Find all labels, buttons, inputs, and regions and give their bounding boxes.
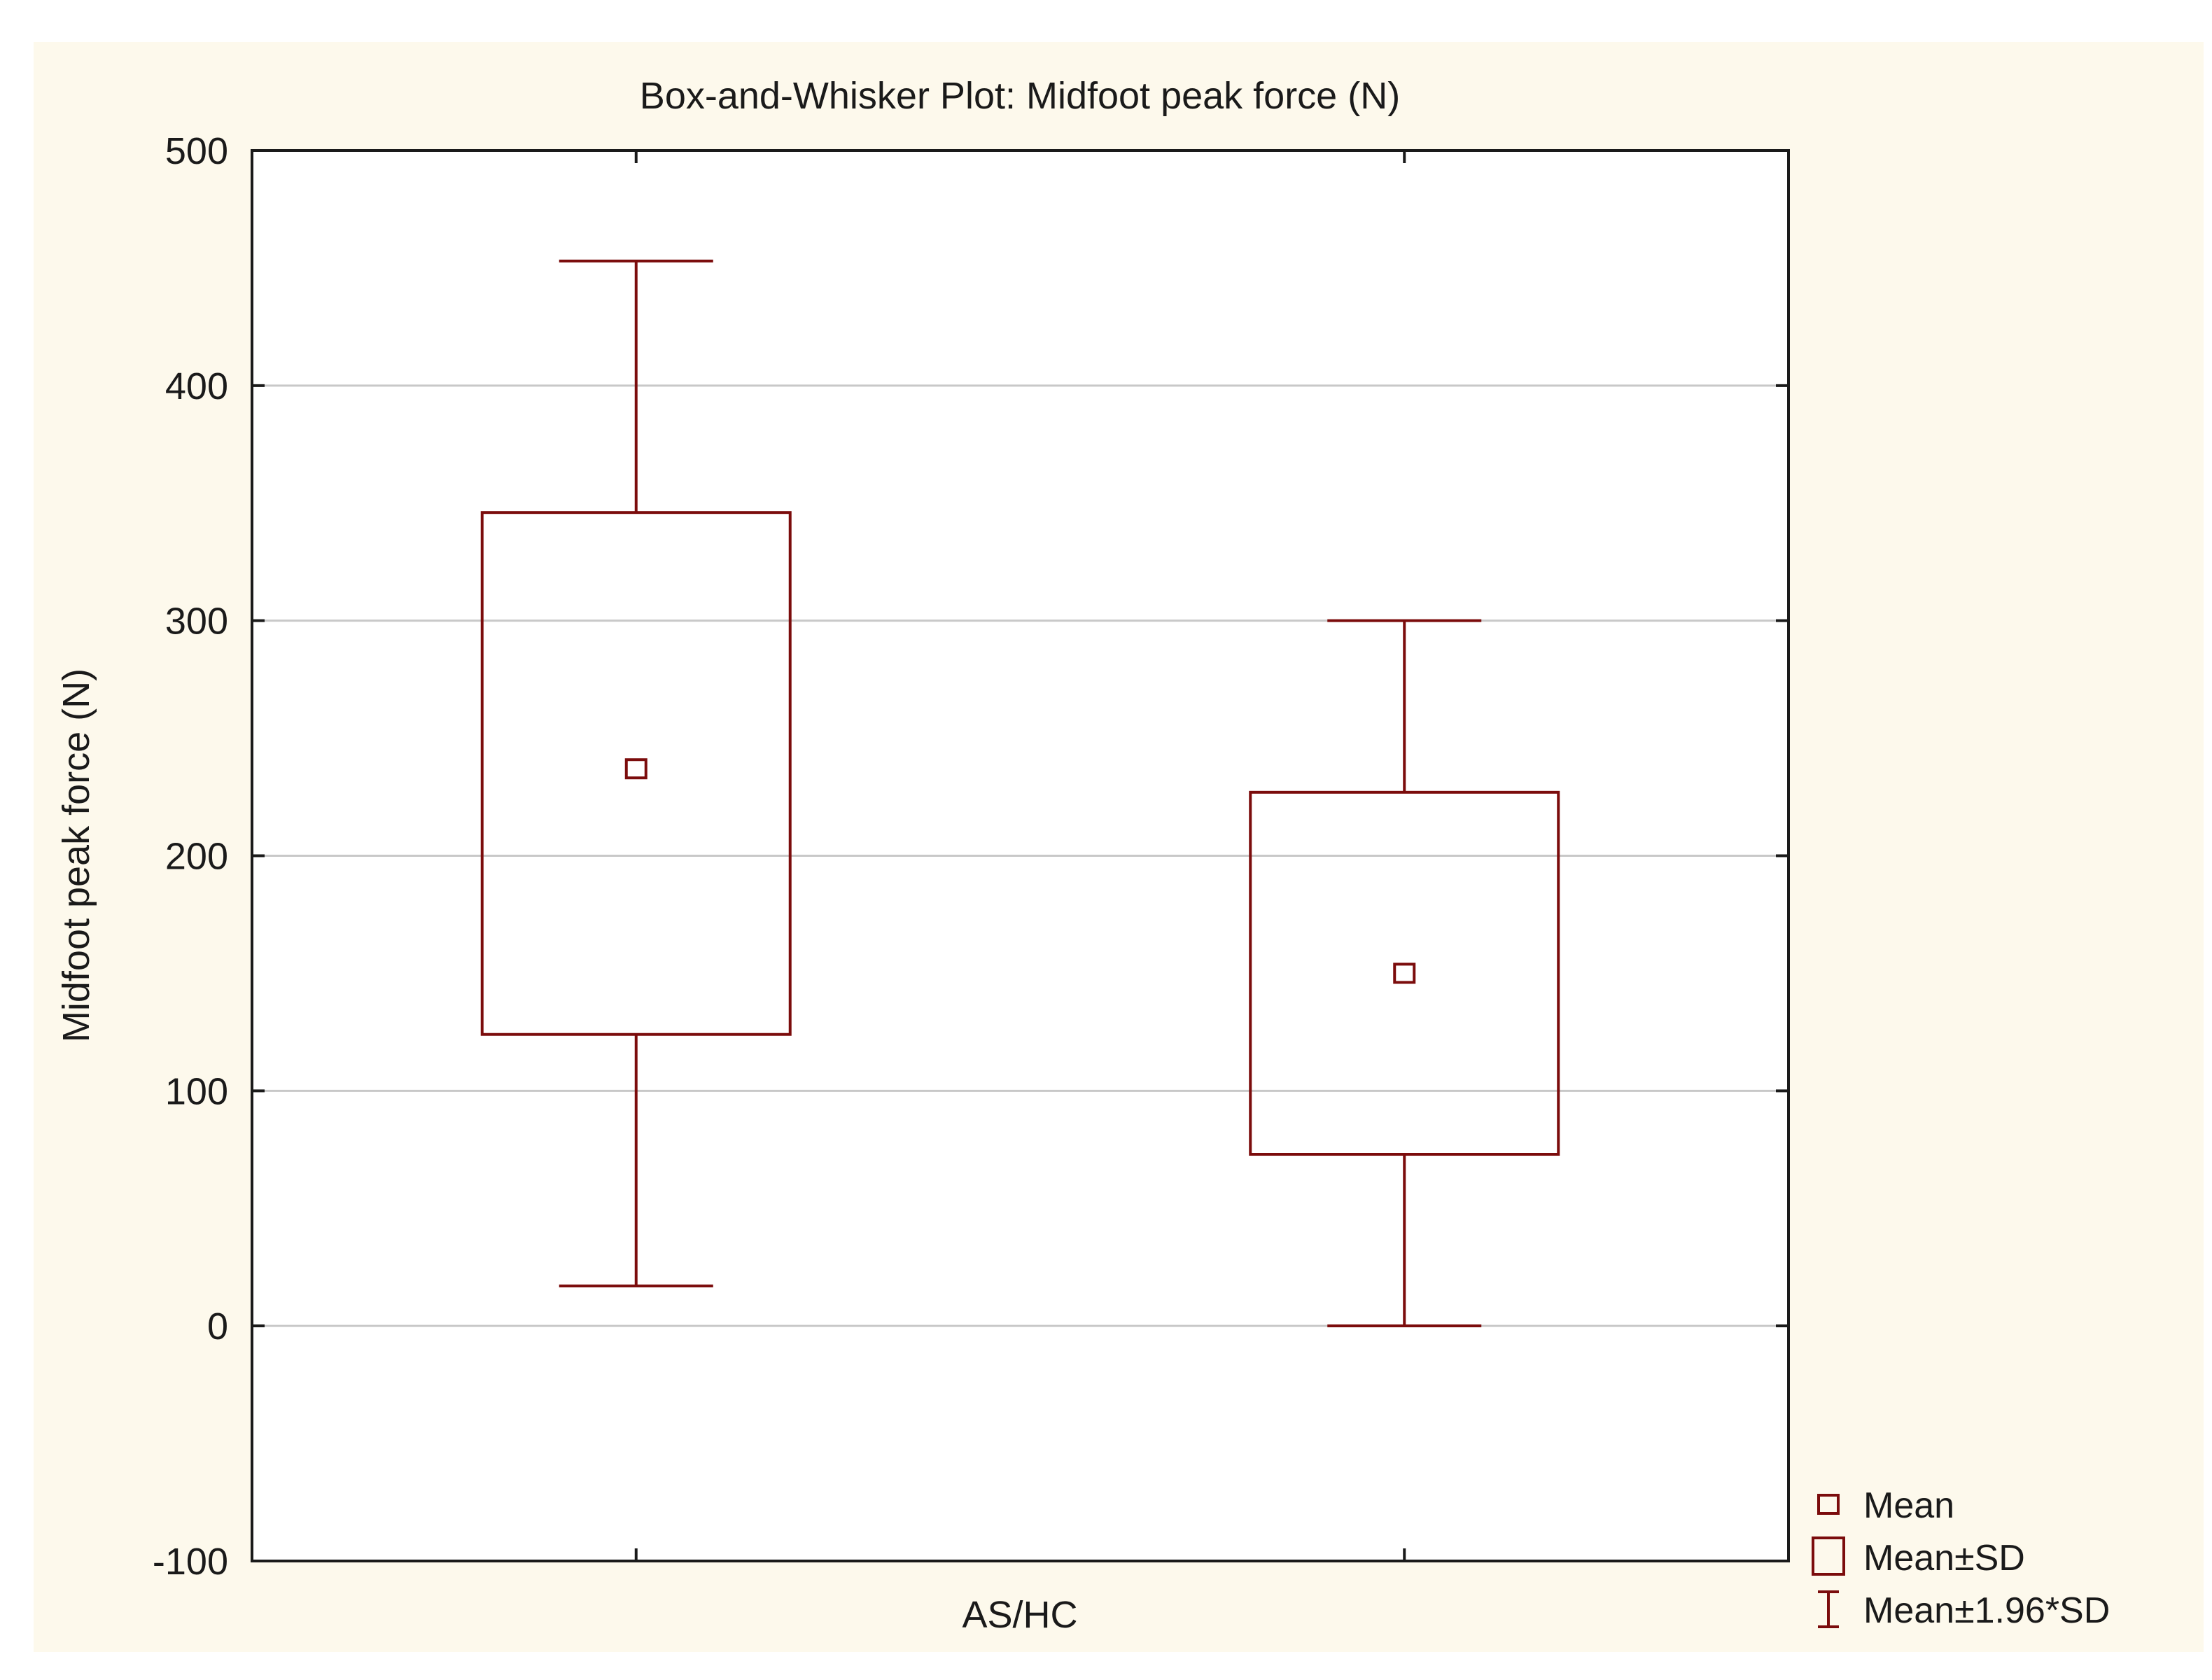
legend-label: Mean — [1863, 1485, 1954, 1526]
box-series — [480, 259, 1560, 1328]
chart-title: Box-and-Whisker Plot: Midfoot peak force… — [640, 75, 1400, 117]
y-tick-label: 400 — [165, 365, 228, 407]
y-tick-label: 500 — [165, 130, 228, 172]
y-tick-label: 200 — [165, 836, 228, 878]
y-axis-label: Midfoot peak force (N) — [55, 668, 97, 1042]
legend-item: Mean±1.96*SD — [1818, 1590, 2110, 1631]
legend-mean-icon — [1817, 1494, 1840, 1515]
box-2 — [1249, 619, 1560, 1328]
y-tick-label: 100 — [165, 1070, 228, 1112]
box-1 — [480, 259, 792, 1288]
legend-item: Mean±SD — [1812, 1536, 2025, 1578]
legend-label: Mean±SD — [1863, 1538, 2025, 1578]
y-tick-label: -100 — [153, 1541, 228, 1583]
mean-marker — [624, 758, 648, 780]
legend: Mean Mean±SD Mean±1.96*SD — [1812, 1485, 2110, 1631]
axis-ticks: -100 0 100 200 300 400 500 — [153, 130, 1788, 1583]
y-tick-label: 0 — [207, 1306, 228, 1348]
legend-box-icon — [1812, 1536, 1845, 1576]
x-axis-label: AS/HC — [962, 1594, 1077, 1636]
y-tick-label: 300 — [165, 601, 228, 643]
mean-marker — [1393, 962, 1416, 984]
legend-item: Mean — [1817, 1485, 1954, 1526]
sd-box — [480, 511, 792, 1036]
sd-box — [1249, 790, 1560, 1156]
legend-label: Mean±1.96*SD — [1863, 1590, 2110, 1631]
grid-lines — [252, 384, 1788, 1327]
